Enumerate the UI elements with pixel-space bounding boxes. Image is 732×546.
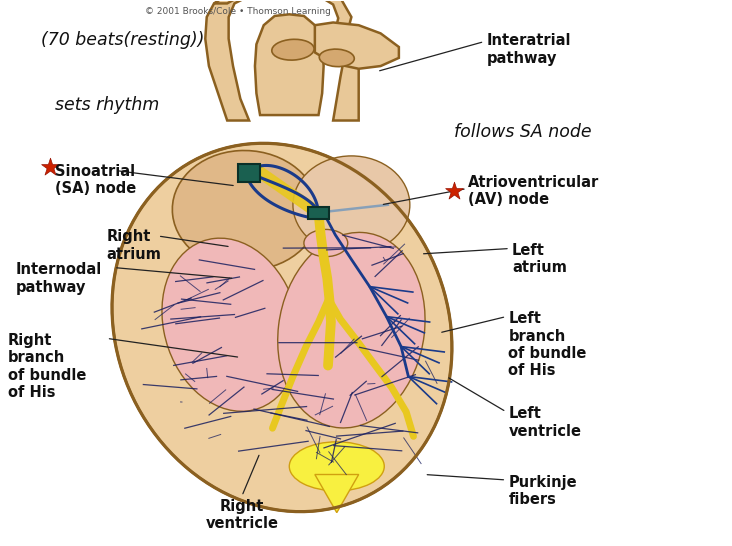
Ellipse shape <box>289 442 384 491</box>
Ellipse shape <box>304 229 348 257</box>
Text: Purkinje
fibers: Purkinje fibers <box>509 474 577 507</box>
Text: Left
branch
of bundle
of His: Left branch of bundle of His <box>509 311 587 378</box>
Ellipse shape <box>293 156 410 254</box>
Polygon shape <box>205 0 249 121</box>
Ellipse shape <box>319 49 354 67</box>
Point <box>45 162 56 171</box>
Point <box>448 187 460 195</box>
Text: Left
ventricle: Left ventricle <box>509 406 581 439</box>
Polygon shape <box>238 164 260 181</box>
Polygon shape <box>315 22 399 69</box>
Text: Sinoatrial
(SA) node: Sinoatrial (SA) node <box>56 164 137 197</box>
Text: (70 beats(resting)): (70 beats(resting)) <box>41 31 204 49</box>
Text: Left
atrium: Left atrium <box>512 243 567 275</box>
Text: Interatrial
pathway: Interatrial pathway <box>487 33 571 66</box>
Ellipse shape <box>172 151 318 270</box>
Text: follows SA node: follows SA node <box>454 123 591 141</box>
Text: sets rhythm: sets rhythm <box>56 96 160 114</box>
Text: Right
branch
of bundle
of His: Right branch of bundle of His <box>8 333 86 400</box>
Text: Right
ventricle: Right ventricle <box>205 499 278 531</box>
Text: Atrioventricular
(AV) node: Atrioventricular (AV) node <box>468 175 600 207</box>
Polygon shape <box>315 474 359 513</box>
Polygon shape <box>307 206 329 218</box>
Polygon shape <box>255 14 324 115</box>
Ellipse shape <box>112 143 452 512</box>
Polygon shape <box>214 0 351 52</box>
Ellipse shape <box>277 233 425 428</box>
Text: © 2001 Brooks/Cole • Thomson Learning: © 2001 Brooks/Cole • Thomson Learning <box>145 7 331 16</box>
Ellipse shape <box>162 238 299 411</box>
Ellipse shape <box>272 39 314 60</box>
Text: Right
atrium: Right atrium <box>107 229 162 262</box>
Polygon shape <box>333 58 359 121</box>
Text: Internodal
pathway: Internodal pathway <box>15 262 102 294</box>
